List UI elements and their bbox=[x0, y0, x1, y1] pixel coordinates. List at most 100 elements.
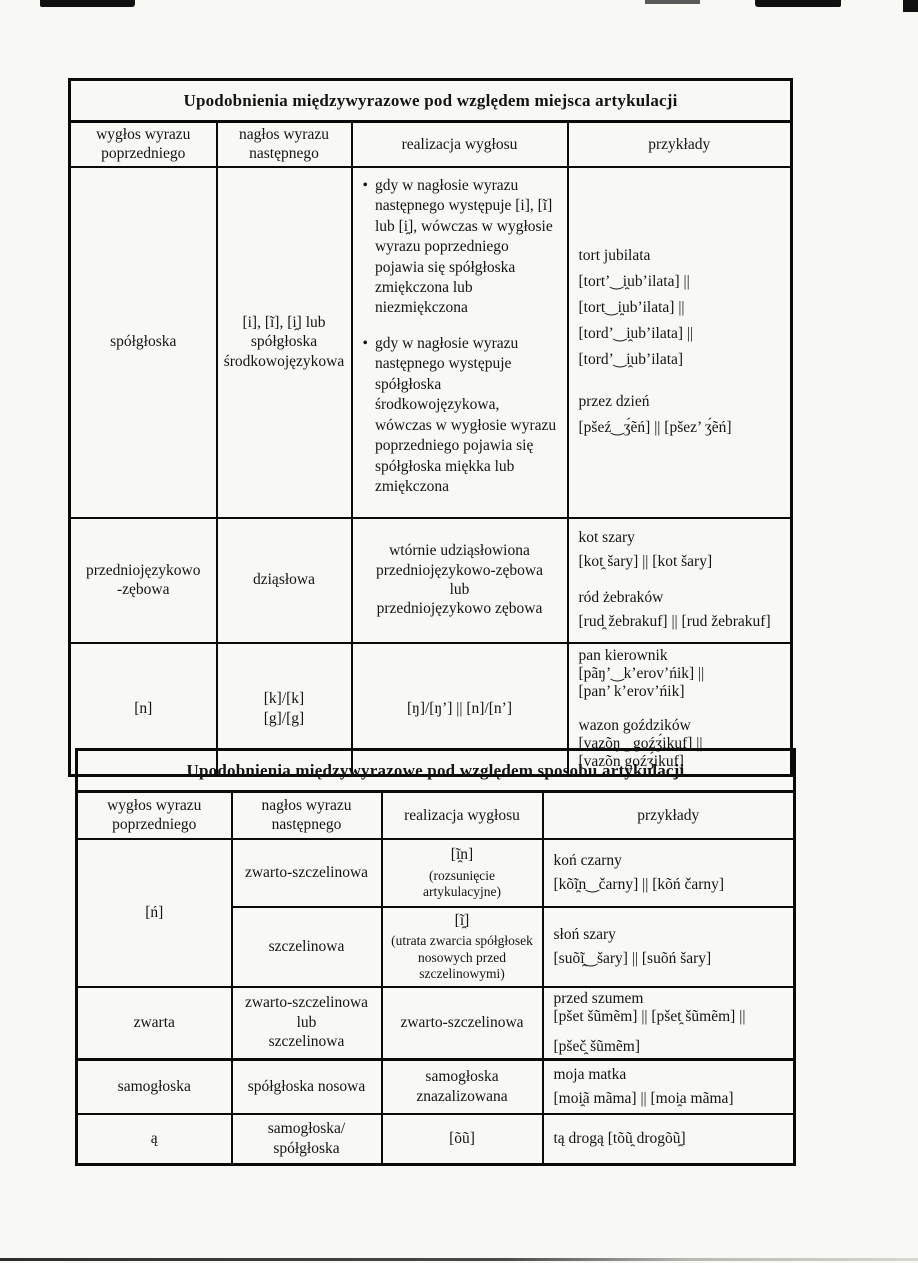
t2r4-naglos-line: spółgłoska bbox=[273, 1139, 340, 1157]
t2r1b-przyklady: słoń szary [suõĩ̯‿šary] || [suõń šary] bbox=[541, 905, 796, 988]
table2-row-samogloska: samogłoska spółgłoska nosowa samogłoska … bbox=[75, 1057, 796, 1115]
example-line: [pšeč̯ šũmẽm] bbox=[553, 1037, 641, 1055]
t1r2-wyglos-line: -zębowa bbox=[117, 581, 170, 599]
t1r1-realizacja: • gdy w nagłosie wyrazu następnego wystę… bbox=[350, 165, 569, 519]
t2r2-naglos-line: zwarto-szczelinowa bbox=[244, 994, 369, 1012]
t1r1-naglos: [i], [ĩ], [i̯] lub spółgłoska środkowoję… bbox=[215, 165, 353, 519]
table-manner-of-articulation: Upodobnienia międzywyrazowe pod względem… bbox=[75, 748, 796, 1166]
table1-row-przedniojezykowa: przedniojęzykowo -zębowa dziąsłowa wtórn… bbox=[68, 516, 793, 644]
t2r4-naglos-line: samogłoska/ bbox=[267, 1120, 346, 1138]
t2r2-naglos-line: lub bbox=[296, 1013, 317, 1031]
table1-title: Upodobnienia międzywyrazowe pod względem… bbox=[68, 78, 793, 123]
example-line: koń czarny bbox=[553, 851, 622, 869]
t1r2-przyklady: kot szary [kot̯ šary] || [kot šary] ród … bbox=[566, 516, 793, 644]
scan-artifact-top-left bbox=[40, 0, 135, 7]
table-place-of-articulation: Upodobnienia międzywyrazowe pod względem… bbox=[68, 78, 794, 778]
t1r2-wyglos: przedniojęzykowo -zębowa bbox=[68, 516, 218, 644]
table1-header-naglos: nagłos wyrazu następnego bbox=[215, 120, 353, 168]
t2r1a-realizacja: [ĩ̯n] (rozsunięcie artykulacyjne) bbox=[380, 837, 544, 908]
t1r3-naglos-line: [g]/[g] bbox=[263, 709, 305, 727]
example-line: tort jubilata bbox=[578, 247, 651, 265]
table2-title: Upodobnienia międzywyrazowe pod względem… bbox=[75, 748, 796, 793]
example-line: [suõĩ̯‿šary] || [suõń šary] bbox=[553, 949, 712, 967]
table1-header-realizacja: realizacja wygłosu bbox=[350, 120, 569, 168]
t2r1a-przyklady: koń czarny [kõĩ̯n‿čarny] || [kõń čarny] bbox=[541, 837, 796, 908]
table1-row-spolgloska: spółgłoska [i], [ĩ], [i̯] lub spółgłoska… bbox=[68, 165, 793, 519]
example-line: [tord’‿i̯ub’ilata] || bbox=[578, 325, 694, 343]
t1r3-naglos-line: [k]/[k] bbox=[263, 690, 305, 708]
table2-header-przyklady: przykłady bbox=[541, 790, 796, 840]
t2r1b-realizacja-note: (utrata zwarcia spółgłosek nosowych prze… bbox=[391, 933, 533, 981]
table2-row-n-zwarto: [ń] zwarto-szczelinowa [ĩ̯n] (rozsunięci… bbox=[75, 837, 796, 988]
t2r1-wyglos: [ń] bbox=[75, 837, 233, 988]
example-line: pan kierownik bbox=[578, 646, 668, 664]
t2r4-wyglos: ą bbox=[75, 1113, 233, 1165]
t2r3-realizacja-line: znazalizowana bbox=[416, 1087, 508, 1105]
example-line: [vazõŋ‿goźʒ́ikuf] || bbox=[578, 734, 703, 752]
t2r1a-naglos: zwarto-szczelinowa bbox=[230, 837, 383, 908]
bullet-item: • gdy w nagłosie wyrazu następnego wystę… bbox=[363, 176, 559, 319]
t2r3-wyglos: samogłoska bbox=[75, 1057, 233, 1115]
example-line: [pšeź‿ʒ́ẽń] || [pšez’ ʒ́ẽń] bbox=[578, 419, 732, 437]
scan-artifact-corner bbox=[903, 0, 918, 12]
example-line: moja matka bbox=[553, 1065, 627, 1083]
example-line: [pšet šũmẽm] || [pšet̯ šũmẽm] || bbox=[553, 1007, 746, 1025]
example-line: [moi̯ã mãma] || [moi̯a mãma] bbox=[553, 1089, 734, 1107]
t2r3-realizacja: samogłoska znazalizowana bbox=[380, 1057, 544, 1115]
table2-header-realizacja: realizacja wygłosu bbox=[380, 790, 544, 840]
t2r4-naglos: samogłoska/ spółgłoska bbox=[230, 1113, 383, 1165]
t2r2-wyglos: zwarta bbox=[75, 985, 233, 1060]
example-line: [tord’‿i̯ub’ilata] bbox=[578, 351, 684, 369]
t1r2-realizacja-line: wtórnie udziąsłowiona bbox=[389, 542, 530, 560]
t1r1-naglos-line: środkowojęzykowa bbox=[223, 352, 345, 370]
bullet-text: gdy w nagłosie wyrazu następnego występu… bbox=[374, 334, 557, 496]
t2r1b-realizacja: [ĩ̯] (utrata zwarcia spółgłosek nosowych… bbox=[380, 905, 544, 988]
scan-artifact-bottom-line bbox=[0, 1258, 918, 1261]
scan-artifact-top-middle bbox=[645, 0, 700, 4]
table2-header-wyglos: wygłos wyrazu poprzedniego bbox=[75, 790, 233, 840]
bullet-icon: • bbox=[362, 334, 368, 352]
example-line: tą drogą [tõũ̯ drogõũ̯] bbox=[553, 1129, 686, 1147]
example-line: [kõĩ̯n‿čarny] || [kõń čarny] bbox=[553, 875, 725, 893]
t2r4-przyklady: tą drogą [tõũ̯ drogõũ̯] bbox=[541, 1113, 796, 1165]
t2r2-naglos-line: szczelinowa bbox=[268, 1033, 345, 1051]
table2-row-zwarta: zwarta zwarto-szczelinowa lub szczelinow… bbox=[75, 985, 796, 1060]
table1-header-row: wygłos wyrazu poprzedniego nagłos wyrazu… bbox=[68, 120, 793, 168]
example-line: wazon goździków bbox=[578, 716, 691, 734]
t1r1-naglos-line: spółgłoska bbox=[250, 333, 318, 351]
t1r2-naglos: dziąsłowa bbox=[215, 516, 353, 644]
t2r4-realizacja: [õũ] bbox=[380, 1113, 544, 1165]
t1r2-realizacja-line: lub bbox=[449, 581, 470, 599]
t2r3-przyklady: moja matka [moi̯ã mãma] || [moi̯a mãma] bbox=[541, 1057, 796, 1115]
t1r1-przyklady: tort jubilata [tort’‿i̯ub’ilata] || [tor… bbox=[566, 165, 793, 519]
t1r2-wyglos-line: przedniojęzykowo bbox=[86, 561, 201, 579]
bullet-text: gdy w nagłosie wyrazu następnego występu… bbox=[374, 176, 553, 317]
table2-row-a-nosowe: ą samogłoska/ spółgłoska [õũ] tą drogą [… bbox=[75, 1113, 796, 1165]
example-line: [pan’ k’erov’ńik] bbox=[578, 682, 685, 700]
t2r2-realizacja: zwarto-szczelinowa bbox=[380, 985, 544, 1060]
t2r3-realizacja-line: samogłoska bbox=[425, 1068, 499, 1086]
table2-row-n-szczelinowa: szczelinowa [ĩ̯] (utrata zwarcia spółgło… bbox=[77, 905, 796, 988]
t2r1b-naglos: szczelinowa bbox=[230, 905, 383, 988]
scan-artifact-top-right bbox=[755, 0, 841, 7]
t1r2-realizacja: wtórnie udziąsłowiona przedniojęzykowo-z… bbox=[350, 516, 569, 644]
t2r3-naglos: spółgłoska nosowa bbox=[230, 1057, 383, 1115]
example-line: kot szary bbox=[578, 529, 635, 547]
example-line: przez dzień bbox=[578, 393, 650, 411]
table2-header-naglos: nagłos wyrazu następnego bbox=[230, 790, 383, 840]
example-line: [kot̯ šary] || [kot šary] bbox=[578, 553, 713, 571]
t1r2-realizacja-line: przedniojęzykowo-zębowa bbox=[376, 561, 543, 579]
bullet-icon: • bbox=[362, 176, 368, 194]
example-line: [rud̯ žebrakuf] || [rud žebrakuf] bbox=[578, 613, 771, 631]
example-line: przed szumem bbox=[553, 989, 644, 1007]
table1-header-wyglos: wygłos wyrazu poprzedniego bbox=[68, 120, 218, 168]
t1r1-naglos-line: [i], [ĩ], [i̯] lub bbox=[242, 314, 326, 332]
bullet-item: • gdy w nagłosie wyrazu następnego wystę… bbox=[363, 334, 559, 498]
t2r1a-realizacja-symbol: [ĩ̯n] bbox=[450, 846, 474, 864]
t2r1b-realizacja-symbol: [ĩ̯] bbox=[454, 912, 470, 930]
example-line: ród żebraków bbox=[578, 589, 664, 607]
example-line: [pãŋ’‿k’erov’ńik] || bbox=[578, 664, 705, 682]
t1r2-realizacja-line: przedniojęzykowo zębowa bbox=[376, 600, 543, 618]
t2r2-naglos: zwarto-szczelinowa lub szczelinowa bbox=[230, 985, 383, 1060]
t2r1a-realizacja-note: (rozsunięcie artykulacyjne) bbox=[423, 867, 501, 899]
